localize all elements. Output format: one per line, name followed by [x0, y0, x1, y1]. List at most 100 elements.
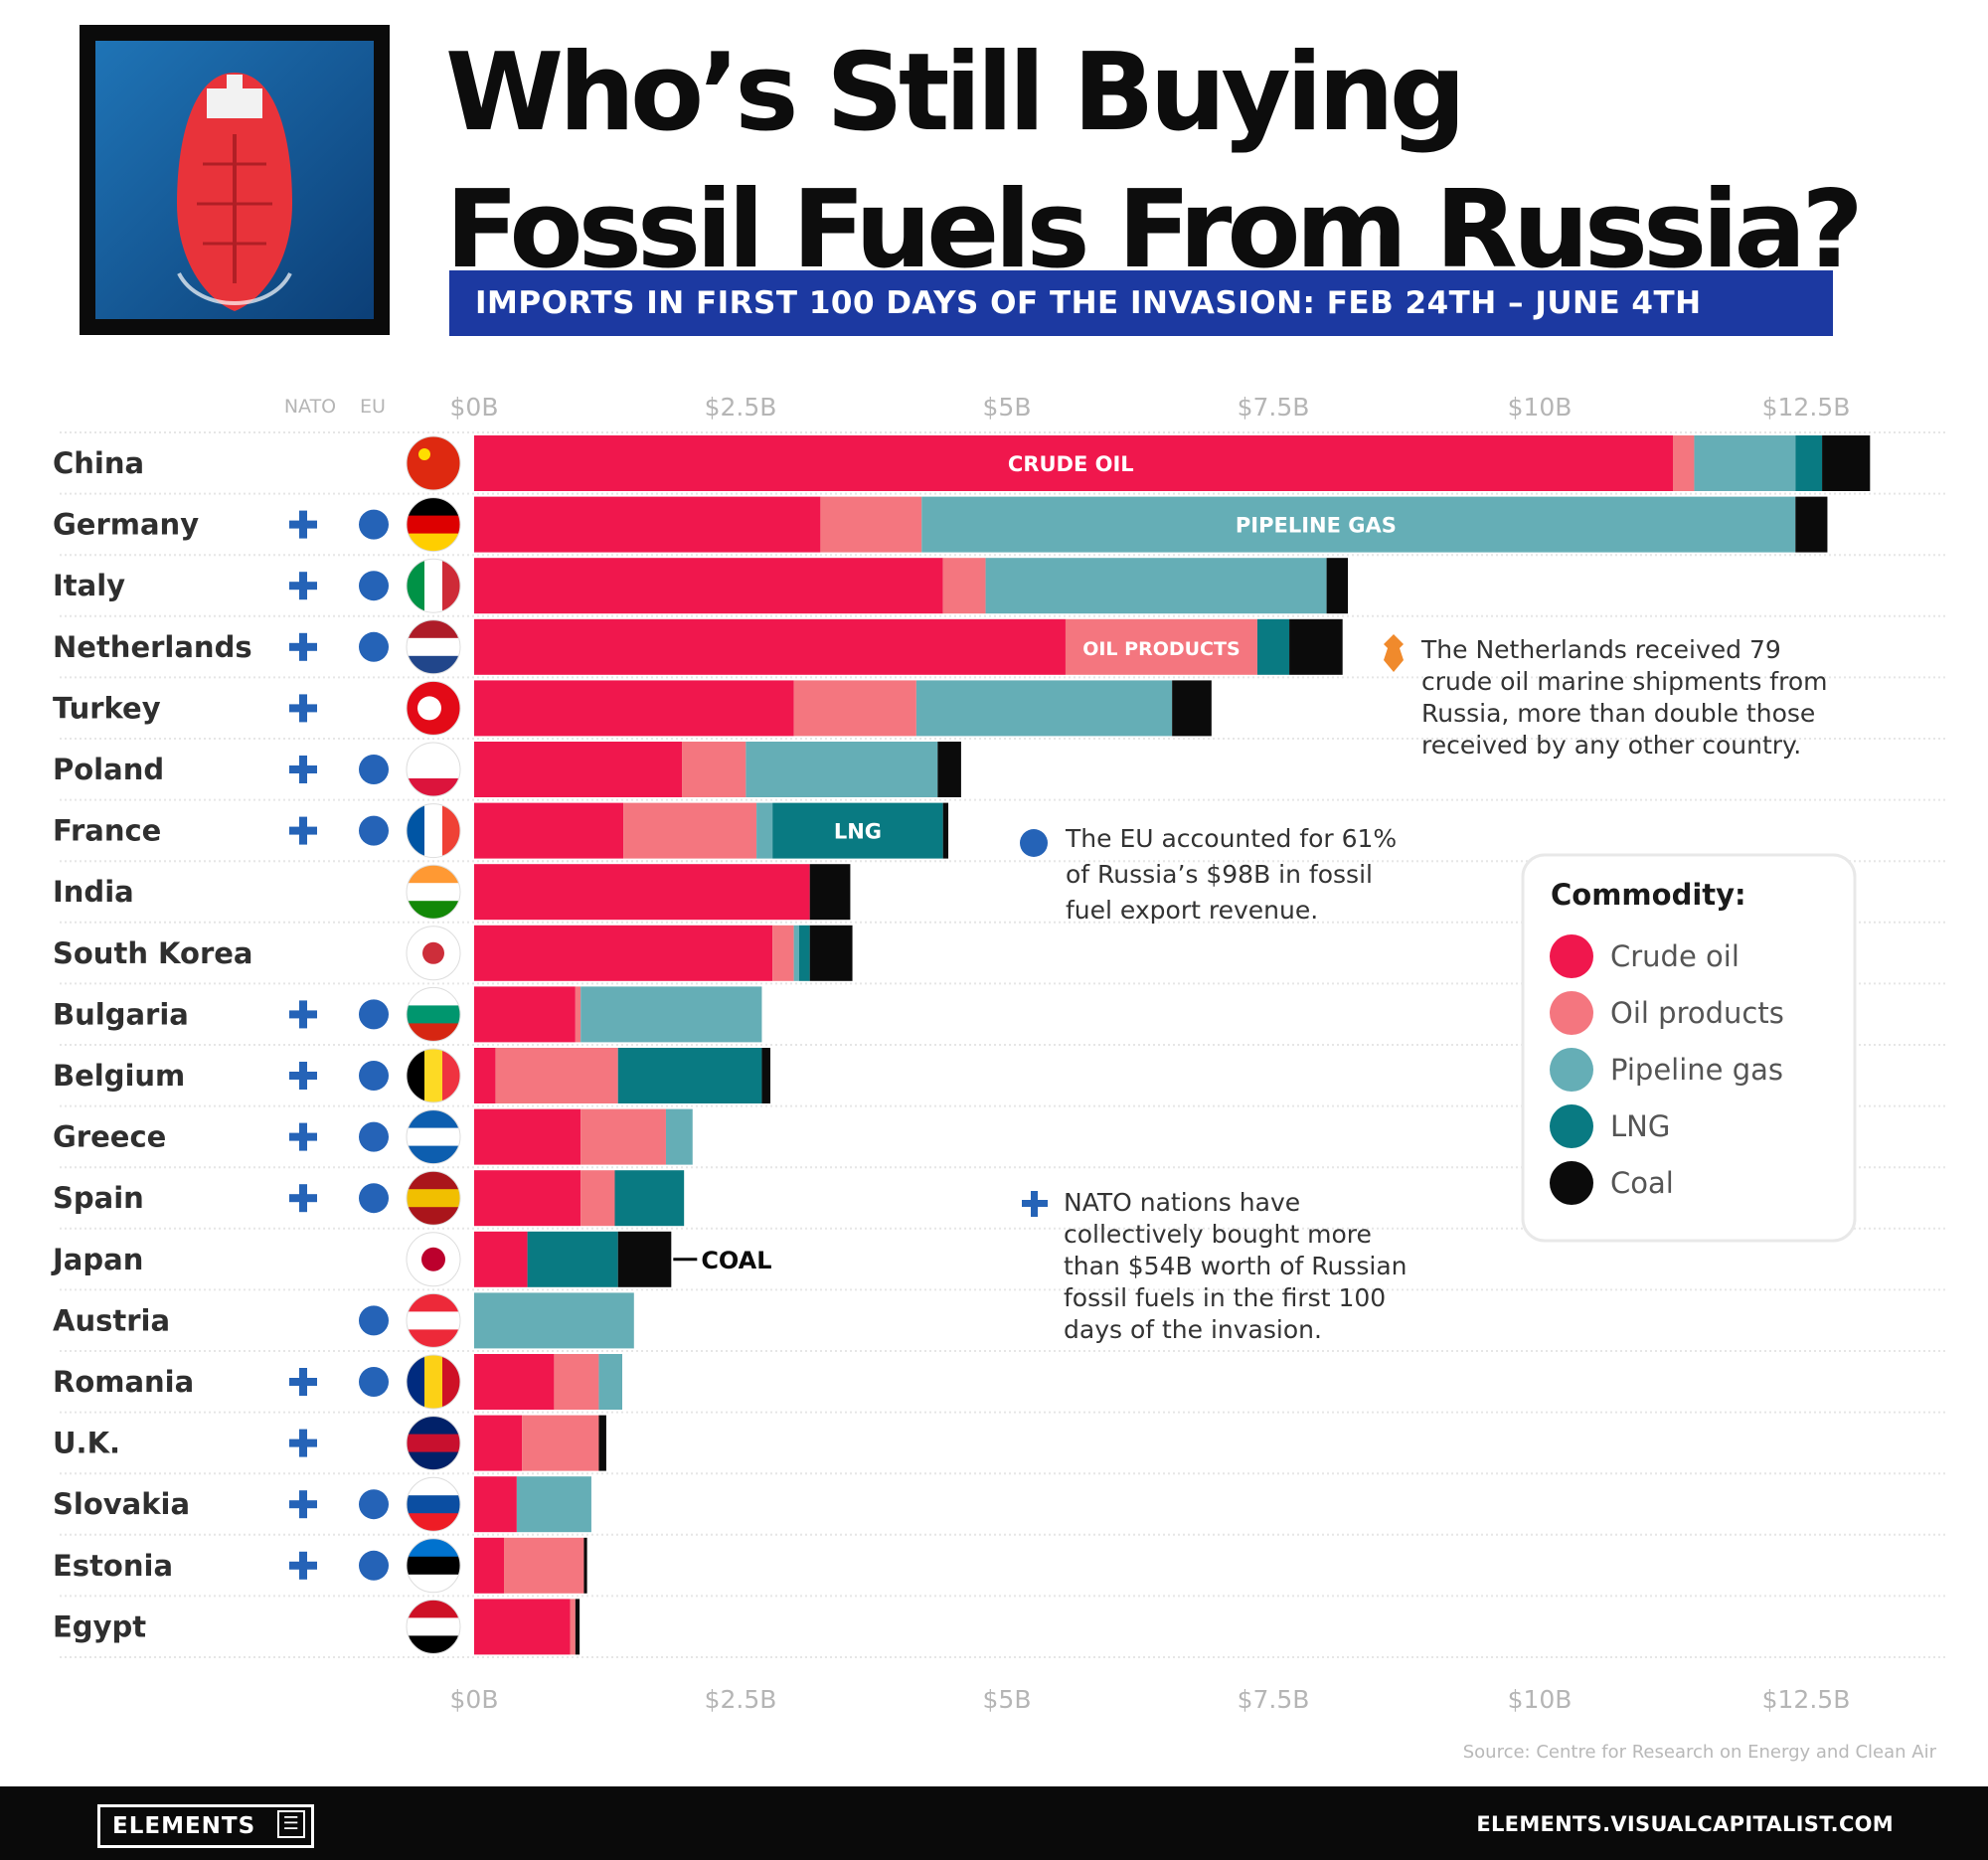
bar-segment-crude-oil	[474, 986, 576, 1043]
nato-plus-icon	[289, 1429, 317, 1457]
flag-stripes	[407, 926, 460, 980]
legend-label: Oil products	[1610, 996, 1784, 1030]
bar-segment-oil-products	[772, 925, 794, 981]
flag-stripe	[407, 436, 460, 455]
bar-segment-oil-products	[793, 680, 916, 737]
nato-plus-icon	[289, 1368, 317, 1396]
bar-label-crude-oil: CRUDE OIL	[1008, 452, 1134, 476]
footer-url: ELEMENTS.VISUALCAPITALIST.COM	[1476, 1812, 1894, 1836]
bar-label-pipeline-gas: PIPELINE GAS	[1236, 514, 1397, 538]
flag-stripes	[407, 1477, 460, 1532]
bar-segment-crude-oil	[474, 1476, 517, 1533]
nato-plus-icon	[289, 1000, 317, 1029]
flag-stripe	[407, 1145, 460, 1164]
bar-segment-crude-oil	[474, 1537, 505, 1594]
bar-segment-crude-oil	[474, 435, 1673, 491]
nato-plus-icon	[289, 510, 317, 539]
x-tick-label-top: $10B	[1508, 393, 1573, 422]
legend-swatch	[1550, 1104, 1593, 1148]
flag-stripe	[407, 865, 460, 884]
bar-segment-oil-products	[942, 558, 986, 614]
flag-outline	[406, 1416, 461, 1471]
eu-dot-icon	[359, 1305, 389, 1336]
flag-stripe	[407, 533, 460, 552]
flag-outline	[406, 986, 461, 1042]
nato-plus-icon	[289, 1551, 317, 1580]
flag-stripes	[407, 559, 460, 613]
flag-icon-poland	[406, 742, 461, 797]
eu-dot-icon	[359, 631, 389, 662]
x-tick-label-bottom: $10B	[1508, 1685, 1573, 1714]
bar-segment-coal	[1172, 680, 1212, 737]
country-label: Bulgaria	[53, 997, 189, 1031]
flag-outline	[406, 619, 461, 675]
bar-label-oil-products: OIL PRODUCTS	[1082, 638, 1240, 660]
netherlands-note-line: received by any other country.	[1421, 731, 1801, 760]
flag-stripe	[407, 1556, 460, 1576]
eu-dot-icon	[359, 1489, 389, 1520]
flag-stripes	[407, 1600, 460, 1654]
nato-plus-horizontal	[289, 1500, 317, 1509]
nato-plus-icon	[289, 694, 317, 723]
flag-emblem	[417, 696, 441, 721]
eu-dot-icon	[359, 755, 389, 784]
flag-stripes	[407, 436, 460, 490]
flag-stripe	[407, 961, 460, 980]
x-tick-label-top: $7.5B	[1238, 393, 1310, 422]
nato-note-line: days of the invasion.	[1064, 1315, 1322, 1344]
bar-segment-crude-oil	[474, 496, 821, 553]
flag-stripe	[407, 926, 460, 945]
flag-outline	[406, 742, 461, 797]
nato-plus-horizontal	[289, 642, 317, 651]
bar-segment-crude-oil	[474, 558, 943, 614]
flag-stripe	[407, 1600, 460, 1618]
flag-stripe	[407, 1207, 460, 1226]
bar-segment-coal	[1822, 435, 1871, 491]
x-tick-label-top: $2.5B	[705, 393, 777, 422]
country-label: South Korea	[53, 936, 253, 970]
nato-plus-horizontal	[289, 1561, 317, 1570]
eu-note-line: The EU accounted for 61%	[1065, 824, 1397, 853]
country-label: Belgium	[53, 1059, 185, 1093]
tanker-ship-icon	[95, 41, 374, 319]
nato-note-line: than $54B worth of Russian	[1064, 1252, 1407, 1280]
nato-plus-horizontal	[289, 520, 317, 529]
flag-stripe	[407, 1451, 460, 1470]
nato-plus-icon	[289, 1122, 317, 1151]
flag-outline	[406, 864, 461, 920]
country-label: Estonia	[53, 1549, 173, 1583]
source-note: Source: Centre for Research on Energy an…	[1462, 1742, 1936, 1763]
flag-outline	[406, 1354, 461, 1410]
x-tick-label-top: $5B	[983, 393, 1032, 422]
bar-segment-coal	[583, 1537, 587, 1594]
bar-segment-pipeline-gas	[516, 1476, 591, 1533]
bar-segment-pipeline-gas	[665, 1108, 693, 1165]
bar-segment-coal	[937, 742, 961, 797]
flag-stripes	[407, 619, 460, 674]
flag-stripes	[407, 865, 460, 920]
bar-segment-coal	[1326, 558, 1349, 614]
flag-stripe	[407, 1538, 460, 1558]
flag-stripe	[407, 761, 460, 779]
flag-stripe	[424, 803, 443, 858]
footer-bar: ELEMENTS ☰ ELEMENTS.VISUALCAPITALIST.COM	[0, 1786, 1988, 1860]
flag-stripe	[442, 803, 460, 858]
eu-dot-icon	[359, 571, 389, 601]
bar-segment-crude-oil	[474, 1415, 523, 1471]
bar-segment-coal	[942, 802, 949, 859]
flag-outline	[406, 1538, 461, 1594]
eu-note-line: of Russia’s $98B in fossil	[1066, 860, 1373, 889]
flag-outline	[406, 558, 461, 613]
bar-segment-pipeline-gas	[1694, 435, 1796, 491]
flag-stripes	[407, 1049, 460, 1102]
flag-icon-italy	[406, 558, 461, 613]
flag-emblem	[421, 1247, 445, 1271]
country-label: Greece	[53, 1120, 166, 1154]
nato-plus-horizontal	[289, 826, 317, 835]
bar-segment-lng	[614, 1170, 685, 1227]
flag-stripe	[407, 803, 425, 858]
flag-stripe	[407, 901, 460, 920]
nato-plus-horizontal	[289, 1010, 317, 1019]
nato-plus-horizontal	[289, 1072, 317, 1080]
flag-outline	[406, 926, 461, 981]
